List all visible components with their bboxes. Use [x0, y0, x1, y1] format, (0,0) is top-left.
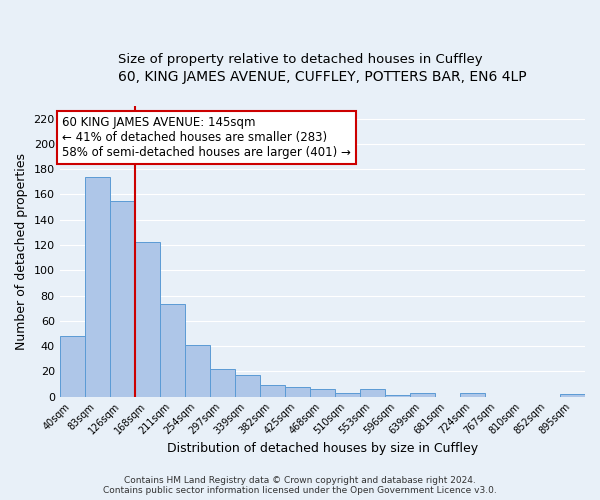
Bar: [410, 393, 435, 396]
Y-axis label: Number of detached properties: Number of detached properties: [15, 153, 28, 350]
Bar: [285, 386, 310, 396]
Bar: [85, 177, 110, 396]
Bar: [360, 389, 385, 396]
Bar: [135, 242, 160, 396]
Bar: [59, 336, 85, 396]
Text: Contains HM Land Registry data © Crown copyright and database right 2024.
Contai: Contains HM Land Registry data © Crown c…: [103, 476, 497, 495]
Bar: [460, 393, 485, 396]
Title: 60, KING JAMES AVENUE, CUFFLEY, POTTERS BAR, EN6 4LP: 60, KING JAMES AVENUE, CUFFLEY, POTTERS …: [118, 70, 527, 84]
Bar: [185, 345, 210, 397]
Bar: [335, 393, 360, 396]
Bar: [310, 389, 335, 396]
Bar: [260, 386, 285, 396]
Bar: [160, 304, 185, 396]
Bar: [210, 369, 235, 396]
Bar: [110, 201, 135, 396]
Text: 60 KING JAMES AVENUE: 145sqm
← 41% of detached houses are smaller (283)
58% of s: 60 KING JAMES AVENUE: 145sqm ← 41% of de…: [62, 116, 351, 159]
Bar: [235, 375, 260, 396]
Text: Size of property relative to detached houses in Cuffley: Size of property relative to detached ho…: [118, 52, 482, 66]
Bar: [560, 394, 585, 396]
X-axis label: Distribution of detached houses by size in Cuffley: Distribution of detached houses by size …: [167, 442, 478, 455]
